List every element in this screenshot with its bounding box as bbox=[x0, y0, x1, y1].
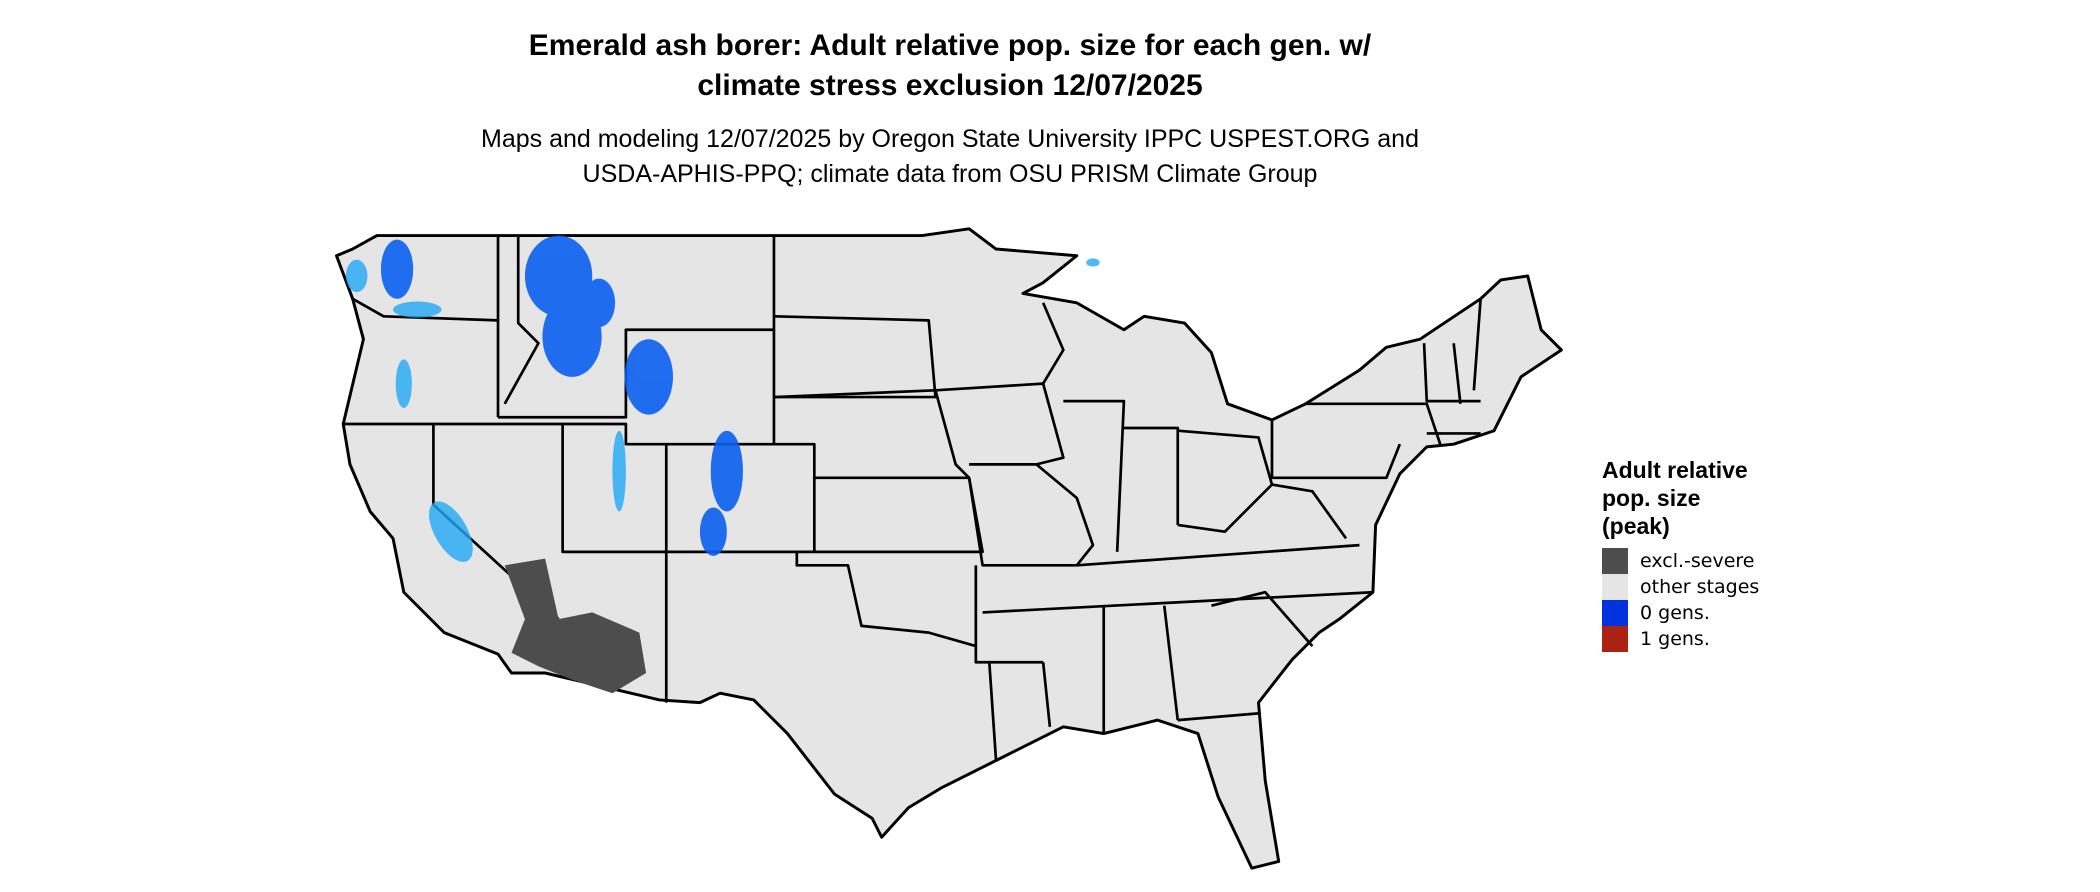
legend-title-line: (peak) bbox=[1602, 513, 1670, 539]
legend-title-line: pop. size bbox=[1602, 485, 1701, 511]
map-title: Emerald ash borer: Adult relative pop. s… bbox=[0, 26, 1900, 106]
legend: Adult relative pop. size (peak) excl.-se… bbox=[1602, 456, 1802, 652]
subtitle-line-2: USDA-APHIS-PPQ; climate data from OSU PR… bbox=[582, 160, 1318, 188]
legend-label: 0 gens. bbox=[1640, 602, 1710, 624]
legend-swatch bbox=[1602, 626, 1628, 652]
legend-swatch bbox=[1602, 548, 1628, 574]
light-blue-patches bbox=[345, 258, 1100, 562]
title-line-2: climate stress exclusion 12/07/2025 bbox=[697, 69, 1203, 102]
legend-item-0-gens: 0 gens. bbox=[1602, 600, 1802, 626]
legend-item-1-gens: 1 gens. bbox=[1602, 626, 1802, 652]
title-line-1: Emerald ash borer: Adult relative pop. s… bbox=[528, 29, 1372, 62]
legend-swatch bbox=[1602, 600, 1628, 626]
map-subtitle: Maps and modeling 12/07/2025 by Oregon S… bbox=[0, 122, 1900, 192]
legend-swatch bbox=[1602, 574, 1628, 600]
legend-item-other-stages: other stages bbox=[1602, 574, 1802, 600]
legend-title-line: Adult relative bbox=[1602, 457, 1748, 483]
legend-label: excl.-severe bbox=[1640, 550, 1755, 572]
legend-item-excl-severe: excl.-severe bbox=[1602, 548, 1802, 574]
legend-title: Adult relative pop. size (peak) bbox=[1602, 456, 1802, 540]
subtitle-line-1: Maps and modeling 12/07/2025 by Oregon S… bbox=[481, 125, 1419, 153]
legend-label: other stages bbox=[1640, 576, 1760, 598]
state-borders bbox=[343, 235, 1482, 761]
zero-gens-patches bbox=[380, 235, 743, 556]
excluded-severe-patches bbox=[504, 558, 647, 694]
legend-label: 1 gens. bbox=[1640, 628, 1710, 650]
